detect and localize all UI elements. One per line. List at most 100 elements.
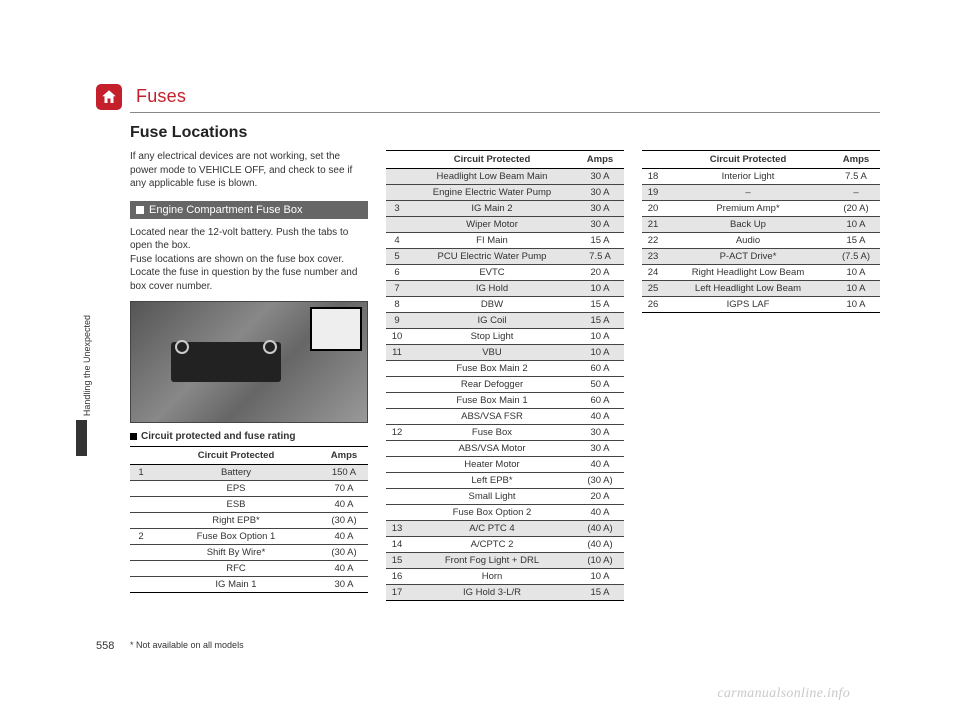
fuse-table-2: Circuit Protected Amps Headlight Low Bea… bbox=[386, 150, 624, 601]
home-icon[interactable] bbox=[96, 84, 122, 110]
cell-num bbox=[386, 377, 408, 393]
cell-circuit: Left EPB* bbox=[408, 473, 576, 489]
table-row: 7IG Hold10 A bbox=[386, 281, 624, 297]
cell-amps: 40 A bbox=[576, 409, 624, 425]
cell-num: 15 bbox=[386, 553, 408, 569]
footnote: * Not available on all models bbox=[130, 640, 244, 650]
cell-amps: 15 A bbox=[576, 233, 624, 249]
cell-num: 7 bbox=[386, 281, 408, 297]
page-heading: Fuse Locations bbox=[130, 124, 247, 142]
table-row: Wiper Motor30 A bbox=[386, 217, 624, 233]
table-row: 19–– bbox=[642, 185, 880, 201]
section-title: Fuses bbox=[136, 86, 186, 107]
cell-circuit: A/C PTC 4 bbox=[408, 521, 576, 537]
table-row: ABS/VSA FSR40 A bbox=[386, 409, 624, 425]
table-row: 12Fuse Box30 A bbox=[386, 425, 624, 441]
cell-num bbox=[386, 169, 408, 185]
intro-text: If any electrical devices are not workin… bbox=[130, 150, 368, 191]
table-row: 6EVTC20 A bbox=[386, 265, 624, 281]
cell-amps: 30 A bbox=[320, 577, 368, 593]
cell-circuit: P-ACT Drive* bbox=[664, 249, 832, 265]
cell-amps: 30 A bbox=[576, 441, 624, 457]
cell-circuit: IG Main 2 bbox=[408, 201, 576, 217]
cell-num bbox=[386, 185, 408, 201]
cell-num: 20 bbox=[642, 201, 664, 217]
cell-amps: 7.5 A bbox=[576, 249, 624, 265]
cell-amps: 30 A bbox=[576, 201, 624, 217]
cell-amps: – bbox=[832, 185, 880, 201]
cell-num: 14 bbox=[386, 537, 408, 553]
content-columns: If any electrical devices are not workin… bbox=[130, 150, 880, 601]
cell-circuit: DBW bbox=[408, 297, 576, 313]
cell-amps: 15 A bbox=[576, 313, 624, 329]
cell-amps: 10 A bbox=[832, 265, 880, 281]
table-row: Heater Motor40 A bbox=[386, 457, 624, 473]
cell-amps: 40 A bbox=[320, 529, 368, 545]
cell-num: 9 bbox=[386, 313, 408, 329]
cell-circuit: ABS/VSA Motor bbox=[408, 441, 576, 457]
cell-num: 18 bbox=[642, 169, 664, 185]
cell-amps: (10 A) bbox=[576, 553, 624, 569]
cell-amps: 10 A bbox=[576, 329, 624, 345]
cell-num: 24 bbox=[642, 265, 664, 281]
cell-circuit: Fuse Box Option 1 bbox=[152, 529, 320, 545]
table-row: 21Back Up10 A bbox=[642, 217, 880, 233]
cell-num bbox=[386, 217, 408, 233]
cell-num: 21 bbox=[642, 217, 664, 233]
table-row: 15Front Fog Light + DRL(10 A) bbox=[386, 553, 624, 569]
cell-circuit: IG Hold bbox=[408, 281, 576, 297]
cell-amps: 30 A bbox=[576, 425, 624, 441]
table-row: Headlight Low Beam Main30 A bbox=[386, 169, 624, 185]
cell-amps: 30 A bbox=[576, 217, 624, 233]
cell-circuit: IG Coil bbox=[408, 313, 576, 329]
table1-body: 1Battery150 AEPS70 AESB40 ARight EPB*(30… bbox=[130, 465, 368, 593]
cell-amps: (30 A) bbox=[576, 473, 624, 489]
cell-amps: 10 A bbox=[832, 297, 880, 313]
table-row: IG Main 130 A bbox=[130, 577, 368, 593]
fuse-table-3: Circuit Protected Amps 18Interior Light7… bbox=[642, 150, 880, 313]
cell-amps: 40 A bbox=[576, 505, 624, 521]
fuse-table-1: Circuit Protected Amps 1Battery150 AEPS7… bbox=[130, 446, 368, 593]
table-row: 14A/CPTC 2(40 A) bbox=[386, 537, 624, 553]
table-row: Small Light20 A bbox=[386, 489, 624, 505]
table-row: 13A/C PTC 4(40 A) bbox=[386, 521, 624, 537]
cell-circuit: IG Hold 3-L/R bbox=[408, 585, 576, 601]
table-row: Right EPB*(30 A) bbox=[130, 513, 368, 529]
cell-num bbox=[386, 489, 408, 505]
cell-circuit: Heater Motor bbox=[408, 457, 576, 473]
table-row: 23P-ACT Drive*(7.5 A) bbox=[642, 249, 880, 265]
cell-circuit: ABS/VSA FSR bbox=[408, 409, 576, 425]
subhead-label: Engine Compartment Fuse Box bbox=[149, 204, 302, 216]
cell-amps: 150 A bbox=[320, 465, 368, 481]
table3-body: 18Interior Light7.5 A19––20Premium Amp*(… bbox=[642, 169, 880, 313]
cell-amps: 10 A bbox=[832, 217, 880, 233]
cell-circuit: Fuse Box Option 2 bbox=[408, 505, 576, 521]
cell-circuit: Fuse Box bbox=[408, 425, 576, 441]
title-rule bbox=[130, 112, 880, 113]
cell-circuit: Rear Defogger bbox=[408, 377, 576, 393]
table-row: 2Fuse Box Option 140 A bbox=[130, 529, 368, 545]
cell-circuit: Wiper Motor bbox=[408, 217, 576, 233]
cell-circuit: – bbox=[664, 185, 832, 201]
table-row: Fuse Box Option 240 A bbox=[386, 505, 624, 521]
cell-num: 22 bbox=[642, 233, 664, 249]
table-row: 11VBU10 A bbox=[386, 345, 624, 361]
th-circuit: Circuit Protected bbox=[408, 151, 576, 169]
cell-num: 26 bbox=[642, 297, 664, 313]
cell-circuit: Front Fog Light + DRL bbox=[408, 553, 576, 569]
cell-circuit: Left Headlight Low Beam bbox=[664, 281, 832, 297]
cell-num bbox=[130, 561, 152, 577]
cell-amps: (40 A) bbox=[576, 537, 624, 553]
cell-amps: 70 A bbox=[320, 481, 368, 497]
cell-amps: 20 A bbox=[576, 489, 624, 505]
cell-circuit: PCU Electric Water Pump bbox=[408, 249, 576, 265]
cell-amps: 10 A bbox=[832, 281, 880, 297]
cell-amps: 30 A bbox=[576, 185, 624, 201]
table-row: 22Audio15 A bbox=[642, 233, 880, 249]
table-row: 16Horn10 A bbox=[386, 569, 624, 585]
table-row: 9IG Coil15 A bbox=[386, 313, 624, 329]
table-row: 10Stop Light10 A bbox=[386, 329, 624, 345]
cell-amps: (20 A) bbox=[832, 201, 880, 217]
thumb-tab bbox=[76, 420, 87, 456]
cell-num: 1 bbox=[130, 465, 152, 481]
